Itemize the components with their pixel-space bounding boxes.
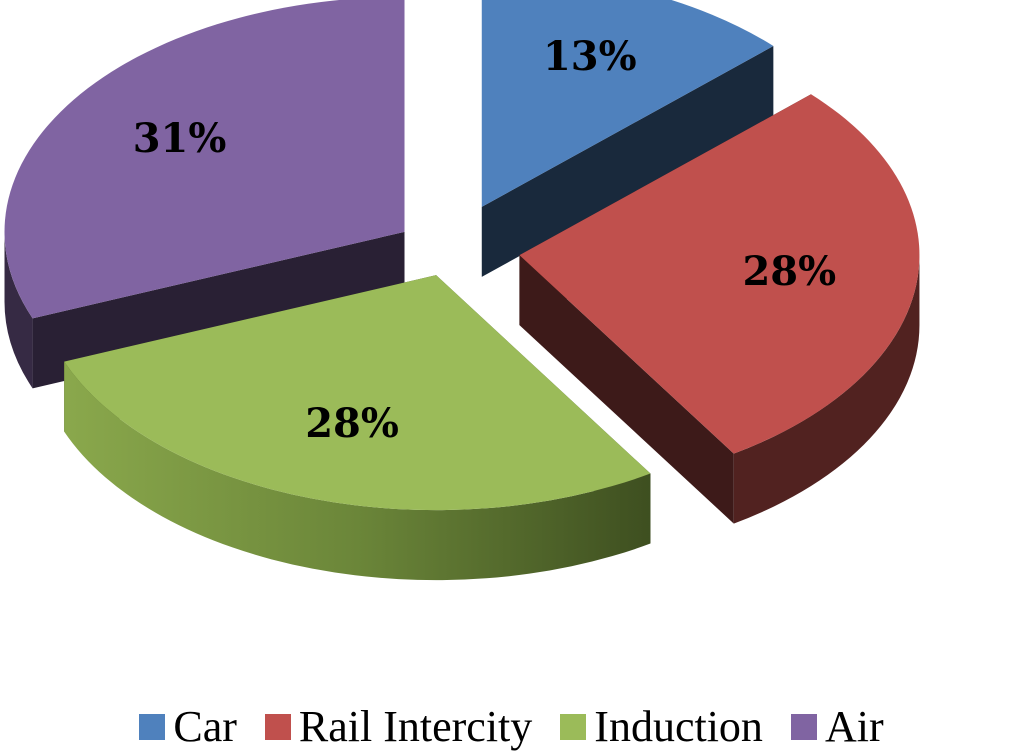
slice-rim-air-0 (4, 231, 33, 389)
legend-item-induction: Induction (560, 701, 763, 752)
slice-side-wall-car-1 (481, 45, 774, 277)
legend-swatch-rail-intercity (264, 713, 291, 740)
legend-label-air: Air (824, 702, 884, 751)
chart-legend: Car Rail Intercity Induction Air (0, 700, 1023, 753)
slice-rim-induction-0 (64, 361, 651, 581)
pie-slice-rail-intercity (519, 94, 920, 524)
slice-side-wall-rail-intercity-1 (519, 255, 734, 524)
pie-chart: 13% 31% 28% 28% (4, 0, 920, 581)
legend-item-rail-intercity: Rail Intercity (264, 701, 533, 752)
data-label-induction: 28% (305, 400, 399, 447)
pie-slice-car (481, 0, 774, 277)
legend-label-rail-intercity: Rail Intercity (298, 702, 533, 751)
legend-swatch-induction (560, 713, 587, 740)
legend-label-car: Car (173, 702, 237, 751)
slice-top-rail-intercity (519, 94, 920, 454)
data-label-car: 13% (543, 33, 637, 80)
slice-top-car (481, 0, 774, 207)
legend-item-car: Car (139, 701, 237, 752)
legend-item-air: Air (790, 701, 884, 752)
legend-swatch-air (790, 713, 817, 740)
slice-rim-rail-intercity-0 (733, 255, 920, 524)
data-label-rail-intercity: 28% (742, 248, 836, 295)
pie-slice-induction (64, 275, 651, 581)
legend-swatch-car (139, 713, 166, 740)
slice-top-air (4, 0, 405, 319)
data-label-air: 31% (133, 115, 227, 162)
legend-label-induction: Induction (594, 702, 763, 751)
slice-top-induction (64, 275, 651, 511)
